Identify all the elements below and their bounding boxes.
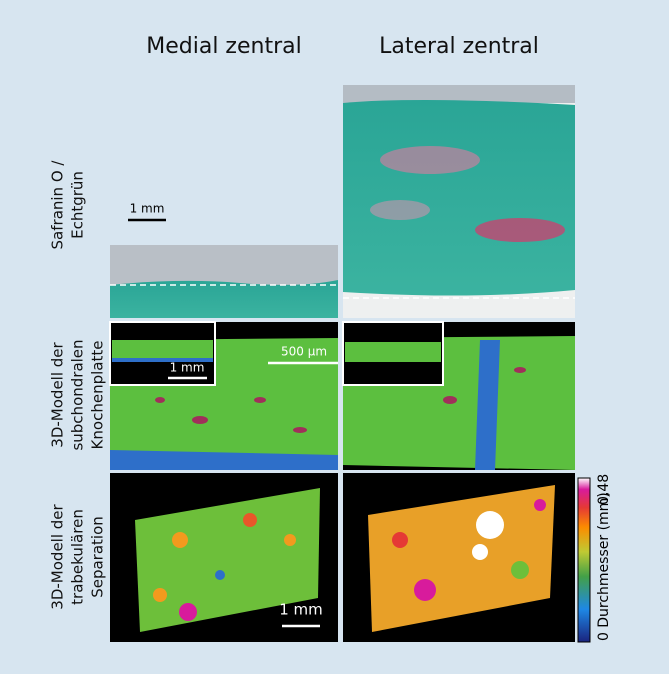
row-label: Safranin O / (49, 160, 67, 250)
histology-lateral (343, 85, 575, 318)
colorbar-max: 0,48 (596, 474, 612, 505)
colorbar (577, 477, 591, 643)
row-label: subchondralen (69, 339, 87, 450)
scale-label: 500 µm (281, 345, 327, 359)
histology-medial (110, 245, 338, 318)
colorbar-title: Durchmesser (mm) (596, 492, 612, 628)
separation-medial (110, 473, 338, 642)
row-label: Separation (89, 516, 107, 598)
row-label: 3D-Modell der (49, 503, 67, 609)
model-lateral (342, 321, 575, 470)
row-label: 3D-Modell der (49, 341, 67, 447)
column-header: Medial zentral (146, 34, 301, 59)
scale-label: 1 mm (170, 361, 205, 375)
colorbar-min: 0 (596, 632, 612, 641)
row-label: Knochenplatte (89, 341, 107, 450)
row-label: Echtgrün (69, 171, 87, 239)
separation-lateral (343, 473, 575, 642)
row-label: trabekulären (69, 509, 87, 605)
model-medial (109, 321, 338, 470)
scale-label: 1 mm (279, 601, 323, 619)
column-header: Lateral zentral (379, 34, 539, 59)
scale-label: 1 mm (130, 202, 165, 216)
